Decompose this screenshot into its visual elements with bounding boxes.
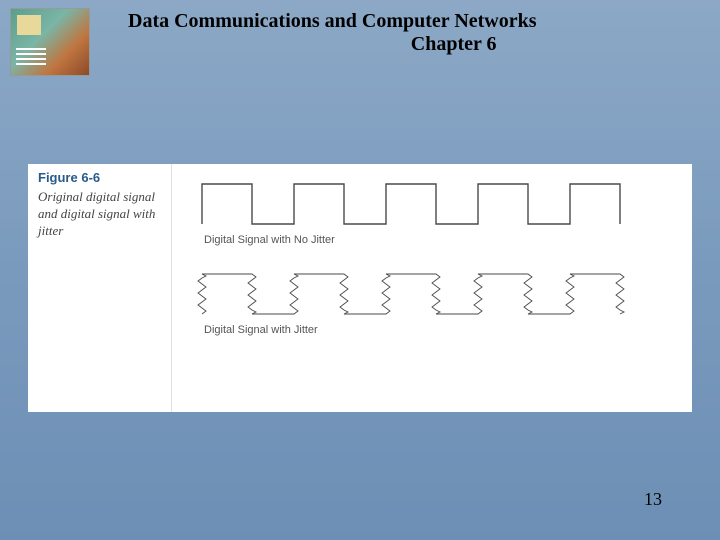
- figure-body: Digital Signal with No Jitter Digital Si…: [172, 164, 692, 412]
- jitter-label: Digital Signal with Jitter: [204, 324, 672, 336]
- title-block: Data Communications and Computer Network…: [90, 8, 537, 56]
- slide-header: Data Communications and Computer Network…: [0, 0, 720, 76]
- page-number: 13: [644, 489, 662, 510]
- book-cover-thumbnail: [10, 8, 90, 76]
- figure-caption: Original digital signal and digital sign…: [38, 189, 161, 240]
- chapter-label: Chapter 6: [128, 33, 537, 56]
- figure-panel: Figure 6-6 Original digital signal and d…: [28, 164, 692, 412]
- jitter-signal-waveform: [192, 264, 672, 322]
- figure-number: Figure 6-6: [38, 170, 161, 185]
- no-jitter-label: Digital Signal with No Jitter: [204, 234, 672, 246]
- figure-sidebar: Figure 6-6 Original digital signal and d…: [28, 164, 172, 412]
- course-title: Data Communications and Computer Network…: [128, 10, 537, 33]
- clean-signal-waveform: [192, 174, 672, 232]
